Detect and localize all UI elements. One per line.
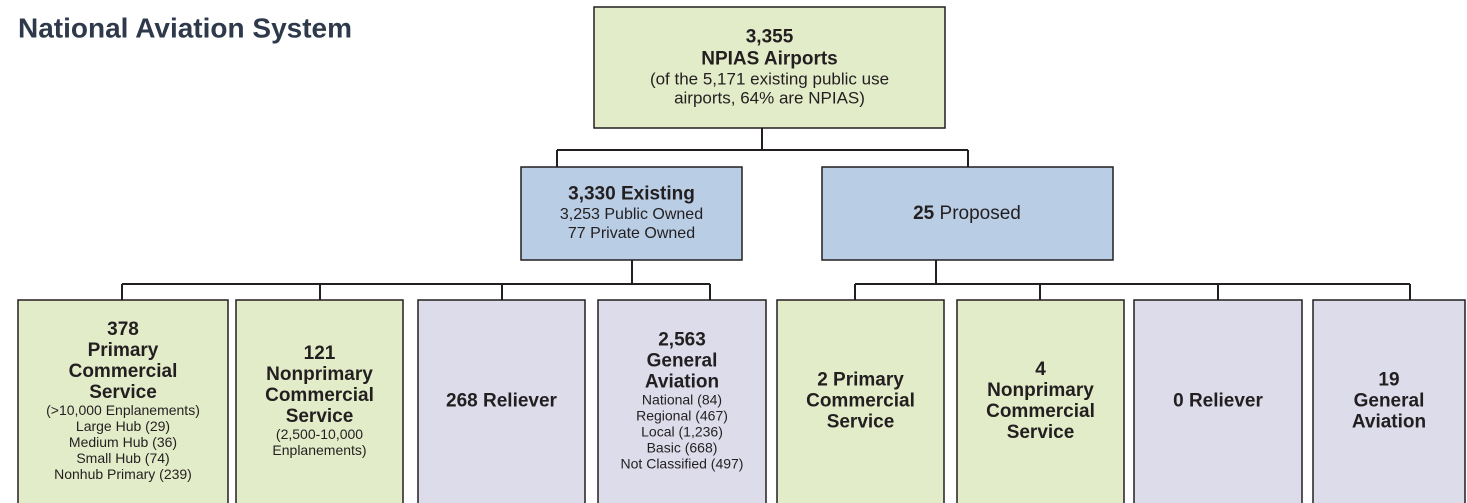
node-detail: Small Hub (74) bbox=[76, 450, 169, 466]
node-heading: 3,330 Existing bbox=[568, 184, 695, 205]
node-box bbox=[1312, 299, 1466, 503]
connector bbox=[556, 128, 969, 167]
node-heading: 2,563 bbox=[658, 330, 706, 351]
node-heading: Aviation bbox=[645, 372, 719, 393]
node-detail: airports, 64% are NPIAS) bbox=[674, 88, 865, 107]
node-detail: Large Hub (29) bbox=[76, 418, 170, 434]
node-box bbox=[1133, 299, 1303, 503]
node-heading: 0 Reliever bbox=[1173, 391, 1263, 412]
node-detail: Regional (467) bbox=[636, 408, 728, 424]
node-heading: Commercial bbox=[69, 361, 178, 382]
node: 268 Reliever bbox=[417, 299, 586, 503]
node-detail: Medium Hub (36) bbox=[69, 434, 177, 450]
node-heading: 19 bbox=[1378, 370, 1399, 391]
node-heading: Nonprimary bbox=[266, 364, 373, 385]
node-heading: 268 Reliever bbox=[446, 391, 558, 412]
node-detail: Nonhub Primary (239) bbox=[54, 466, 192, 482]
node-box bbox=[597, 299, 767, 503]
node-detail: Basic (668) bbox=[647, 440, 718, 456]
node-heading: General bbox=[1354, 391, 1425, 412]
node-heading: NPIAS Airports bbox=[701, 49, 838, 70]
node-box bbox=[235, 299, 404, 503]
node-heading: Commercial bbox=[986, 401, 1095, 422]
node-detail: (of the 5,171 existing public use bbox=[650, 69, 889, 88]
node-heading: Aviation bbox=[1352, 412, 1426, 433]
node-box bbox=[956, 299, 1125, 503]
node-heading: Service bbox=[286, 406, 354, 427]
node-detail: Enplanements) bbox=[272, 442, 366, 458]
node-heading: 378 bbox=[107, 319, 139, 340]
node-detail: National (84) bbox=[642, 392, 722, 408]
node: 25 Proposed bbox=[821, 166, 1114, 261]
node-count: 25 bbox=[913, 203, 935, 224]
node-heading: Service bbox=[1007, 422, 1075, 443]
title: National Aviation System bbox=[18, 12, 352, 43]
node-detail: (>10,000 Enplanements) bbox=[46, 402, 200, 418]
node-heading: Service bbox=[89, 382, 157, 403]
node-heading: Commercial bbox=[265, 385, 374, 406]
node-heading: Service bbox=[827, 412, 895, 433]
node-box bbox=[821, 166, 1114, 261]
node-box bbox=[520, 166, 743, 261]
node-detail: Not Classified (497) bbox=[621, 456, 744, 472]
node-heading: Nonprimary bbox=[987, 380, 1094, 401]
node: 0 Reliever bbox=[1133, 299, 1303, 503]
node-detail: Local (1,236) bbox=[641, 424, 723, 440]
node-heading: Primary bbox=[88, 340, 159, 361]
node-name: Proposed bbox=[940, 203, 1021, 224]
connectors bbox=[121, 128, 1411, 300]
node-box bbox=[776, 299, 945, 503]
node-box bbox=[417, 299, 586, 503]
node-heading: 121 bbox=[304, 343, 336, 364]
node-detail: 3,253 Public Owned bbox=[560, 206, 703, 223]
connector bbox=[854, 260, 1411, 300]
node-heading: Commercial bbox=[806, 391, 915, 412]
node-heading: General bbox=[647, 351, 718, 372]
node-box bbox=[593, 6, 946, 129]
connector bbox=[121, 260, 711, 300]
node-heading: 2 Primary bbox=[817, 370, 904, 391]
node-box bbox=[17, 299, 229, 503]
node-heading: 3,355 bbox=[746, 27, 794, 48]
node-label: 25 Proposed bbox=[913, 203, 1021, 224]
node-detail: 77 Private Owned bbox=[568, 225, 695, 242]
node-heading: 4 bbox=[1035, 359, 1046, 380]
node-detail: (2,500-10,000 bbox=[276, 426, 363, 442]
node: 121NonprimaryCommercialService(2,500-10,… bbox=[235, 299, 404, 503]
